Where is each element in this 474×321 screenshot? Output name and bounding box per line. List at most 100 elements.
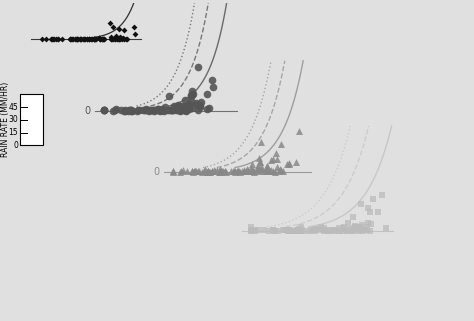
Point bbox=[286, 228, 294, 233]
Point bbox=[212, 169, 219, 174]
Point bbox=[367, 221, 375, 226]
Point bbox=[83, 37, 91, 42]
Point bbox=[97, 37, 104, 42]
Point bbox=[146, 108, 153, 113]
Point bbox=[344, 220, 352, 225]
Point bbox=[269, 228, 277, 233]
Point bbox=[187, 98, 195, 103]
Point bbox=[189, 169, 197, 174]
Point bbox=[359, 228, 367, 233]
Point bbox=[276, 166, 283, 171]
Point bbox=[201, 168, 208, 173]
Point bbox=[247, 228, 255, 233]
Point bbox=[289, 228, 296, 233]
Point bbox=[210, 168, 218, 173]
Point bbox=[297, 228, 305, 233]
Point bbox=[265, 228, 273, 233]
Point bbox=[231, 169, 238, 174]
Point bbox=[203, 91, 211, 96]
Point bbox=[197, 99, 205, 104]
Point bbox=[266, 169, 274, 174]
Point bbox=[144, 108, 151, 113]
Point bbox=[253, 167, 261, 172]
Point bbox=[283, 161, 291, 166]
Point bbox=[158, 107, 165, 112]
Point bbox=[356, 228, 364, 233]
Point bbox=[299, 227, 306, 232]
Point bbox=[191, 168, 199, 173]
Point bbox=[189, 92, 196, 97]
Point bbox=[279, 228, 286, 233]
Point bbox=[297, 225, 304, 230]
Point bbox=[273, 164, 281, 169]
Point bbox=[313, 228, 320, 233]
Point bbox=[222, 169, 229, 174]
Point bbox=[187, 93, 195, 99]
Point bbox=[178, 105, 185, 110]
Point bbox=[256, 159, 264, 164]
Point bbox=[144, 108, 152, 113]
Point bbox=[98, 36, 106, 41]
Point bbox=[194, 108, 201, 113]
Point bbox=[204, 169, 212, 174]
Point bbox=[128, 108, 135, 113]
Point bbox=[189, 92, 197, 97]
Point bbox=[205, 105, 212, 110]
Point bbox=[107, 21, 114, 26]
Point bbox=[267, 167, 274, 172]
Point bbox=[111, 37, 118, 42]
Point bbox=[324, 228, 332, 233]
Point bbox=[177, 108, 185, 113]
Point bbox=[263, 168, 270, 173]
Point bbox=[292, 228, 300, 233]
Point bbox=[231, 169, 238, 174]
Point bbox=[175, 103, 183, 108]
Point bbox=[185, 105, 192, 110]
Point bbox=[109, 108, 117, 113]
Point bbox=[249, 169, 256, 174]
Point bbox=[120, 28, 128, 33]
Point bbox=[364, 220, 372, 225]
Point bbox=[90, 37, 97, 42]
Point bbox=[320, 226, 328, 231]
Point bbox=[329, 228, 337, 233]
Point bbox=[88, 37, 95, 42]
Point bbox=[182, 108, 190, 113]
Point bbox=[264, 163, 271, 168]
Point bbox=[116, 36, 123, 41]
Point bbox=[182, 107, 190, 112]
Point bbox=[350, 228, 357, 233]
Point bbox=[191, 169, 199, 174]
Point bbox=[135, 108, 143, 113]
Point bbox=[80, 37, 87, 42]
Bar bbox=[19, 94, 43, 145]
Point bbox=[66, 37, 73, 42]
Point bbox=[196, 168, 203, 173]
Text: 0: 0 bbox=[84, 106, 91, 116]
Point bbox=[81, 37, 89, 42]
Point bbox=[178, 169, 185, 174]
Point bbox=[294, 228, 302, 233]
Point bbox=[67, 37, 74, 42]
Point bbox=[125, 108, 133, 113]
Point bbox=[188, 105, 196, 110]
Point bbox=[243, 169, 251, 174]
Point bbox=[264, 168, 272, 173]
Point bbox=[208, 78, 216, 83]
Point bbox=[95, 35, 103, 40]
Point bbox=[255, 166, 263, 171]
Point bbox=[117, 35, 124, 40]
Point bbox=[112, 33, 120, 38]
Point bbox=[185, 102, 192, 107]
Point bbox=[245, 167, 252, 172]
Point bbox=[295, 228, 302, 233]
Point bbox=[169, 107, 176, 112]
Point bbox=[130, 25, 138, 30]
Point bbox=[112, 106, 120, 111]
Point bbox=[254, 228, 262, 233]
Point bbox=[317, 224, 325, 230]
Point bbox=[169, 169, 177, 174]
Point bbox=[238, 169, 246, 174]
Point bbox=[192, 169, 200, 174]
Point bbox=[43, 37, 50, 42]
